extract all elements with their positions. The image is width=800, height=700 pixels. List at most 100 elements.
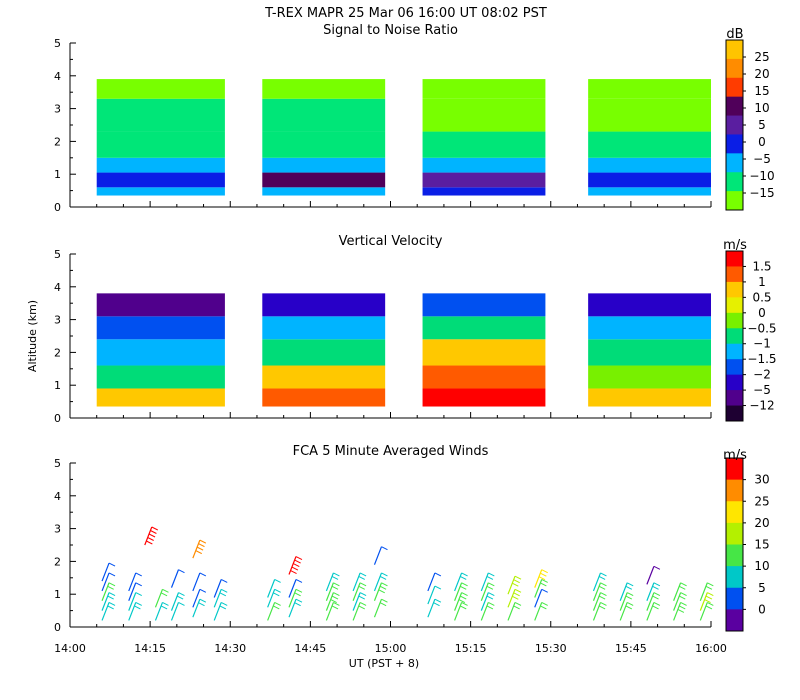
- heatmap-cell: [422, 316, 546, 340]
- wind-barb: [288, 579, 297, 598]
- barb-flag: [461, 582, 468, 587]
- barb-flag: [359, 592, 367, 597]
- wind-barb: [352, 582, 361, 601]
- barb-flag: [273, 605, 280, 610]
- colorbar-label: 0: [758, 306, 766, 320]
- barb-flag: [151, 526, 159, 531]
- wind-barb: [213, 589, 222, 608]
- colorbar-swatch: [726, 115, 743, 135]
- colorbar-label: 15: [754, 84, 769, 98]
- wind-barb: [480, 592, 489, 611]
- wind-barb: [192, 589, 201, 608]
- barb-flag: [219, 592, 227, 597]
- heatmap-cell: [422, 79, 546, 99]
- barb-flag: [460, 585, 467, 590]
- colorbar-swatch: [726, 458, 743, 481]
- wind-barb: [192, 539, 201, 559]
- wind-barb: [534, 589, 543, 608]
- barb-flag: [295, 598, 303, 603]
- barb-flag: [541, 579, 548, 583]
- barb-flag: [626, 582, 634, 587]
- barb-flag: [295, 579, 303, 583]
- barb-flag: [600, 582, 607, 587]
- barb-flag: [358, 575, 365, 580]
- barb-flag: [108, 592, 116, 597]
- barb-flag: [625, 585, 633, 590]
- barb-flag: [513, 605, 520, 610]
- barb-flag: [704, 599, 711, 604]
- barb-flag: [221, 601, 228, 606]
- vertical-velocity-panel: Vertical Velocity 0 1 2 3 4 5 Altitude (km) 1.5 1…: [26, 234, 777, 425]
- colorbar-label: −0.5: [747, 321, 776, 335]
- y-tick-label: 3: [54, 523, 61, 536]
- wind-barb: [699, 592, 708, 611]
- wind-barb: [592, 572, 602, 592]
- barb-flag: [295, 556, 303, 560]
- barb-flag: [460, 595, 467, 600]
- colorbar-swatch: [726, 281, 743, 298]
- wind-barb: [128, 602, 137, 621]
- barb-flag: [108, 562, 116, 567]
- wind-barb: [699, 582, 708, 601]
- wind-barb: [480, 602, 489, 621]
- panel-title: Signal to Noise Ratio: [323, 23, 458, 38]
- barb-flag: [486, 595, 494, 600]
- wind-barb: [267, 589, 276, 608]
- heatmap-cell: [96, 157, 225, 173]
- barb-flag: [600, 572, 607, 577]
- wind-barb: [673, 602, 682, 621]
- barb-flag: [219, 605, 227, 610]
- wind-barb: [192, 598, 201, 618]
- x-tick-label: 15:45: [615, 642, 647, 655]
- y-tick-label: 4: [54, 281, 61, 294]
- heatmap-cell: [422, 157, 546, 173]
- colorbar-swatch: [726, 405, 743, 422]
- heatmap-cell: [262, 365, 386, 389]
- barb-flag: [626, 601, 634, 606]
- heatmap-cell: [588, 79, 711, 99]
- wind-barb: [507, 589, 516, 608]
- x-axis-label: UT (PST + 8): [349, 657, 419, 670]
- barb-flag: [160, 605, 168, 610]
- barb-flag: [707, 601, 714, 606]
- heatmap-cell: [96, 339, 225, 366]
- barb-flag: [135, 601, 142, 606]
- wind-barb: [619, 592, 628, 611]
- barb-flag: [176, 595, 184, 600]
- barb-flag: [359, 601, 367, 606]
- barb-flag: [381, 582, 388, 587]
- barb-flag: [331, 575, 339, 580]
- barb-flag: [513, 579, 520, 584]
- heatmap-cell: [422, 98, 546, 132]
- barb-flag: [107, 595, 114, 600]
- colorbar-swatch: [726, 77, 743, 98]
- wind-barb: [592, 602, 602, 621]
- barb-flag: [178, 601, 185, 606]
- colorbar-label: −15: [749, 186, 774, 200]
- colorbar-label: 0.5: [752, 290, 771, 304]
- colorbar-swatch: [726, 566, 743, 589]
- colorbar-label: 20: [754, 516, 769, 530]
- colorbar-swatch: [726, 374, 743, 391]
- colorbar-swatch: [726, 609, 743, 632]
- x-tick-label: 16:00: [695, 642, 727, 655]
- barb-flag: [461, 572, 468, 577]
- barb-flag: [513, 592, 520, 597]
- barb-flag: [540, 572, 547, 577]
- y-tick-label: 1: [54, 379, 61, 392]
- wind-barb: [592, 592, 602, 611]
- barb-flag: [461, 592, 468, 597]
- wind-barb: [213, 579, 222, 598]
- barb-flag: [600, 592, 607, 597]
- colorbar-label: 0: [758, 602, 766, 616]
- heatmap-cell: [262, 131, 386, 158]
- barb-flag: [538, 576, 546, 581]
- barb-flag: [680, 582, 687, 587]
- barb-flag: [598, 585, 606, 590]
- colorbar-swatch: [726, 328, 743, 345]
- barb-flag: [461, 601, 468, 606]
- heatmap-cell: [96, 172, 225, 188]
- wind-barb: [101, 582, 110, 601]
- barb-flag: [486, 605, 494, 610]
- barb-flag: [358, 585, 365, 590]
